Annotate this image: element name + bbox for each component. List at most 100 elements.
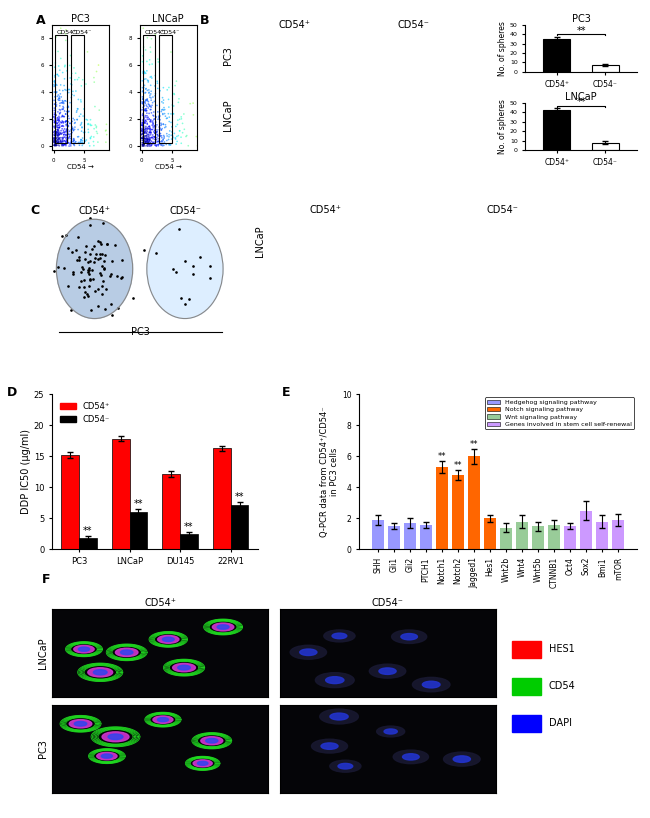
Point xyxy=(142,137,152,150)
Point xyxy=(68,85,78,98)
Point xyxy=(170,79,180,92)
Point xyxy=(53,123,63,136)
Point xyxy=(54,133,64,146)
Point xyxy=(55,79,66,92)
Point xyxy=(140,114,150,127)
Ellipse shape xyxy=(94,670,107,675)
Point xyxy=(139,133,150,146)
Point xyxy=(51,128,61,142)
Point xyxy=(176,112,187,125)
Point xyxy=(140,132,150,145)
Ellipse shape xyxy=(88,667,112,676)
Point xyxy=(64,105,74,118)
Point xyxy=(145,122,155,135)
Text: LNCaP: LNCaP xyxy=(255,225,265,257)
Point xyxy=(109,132,120,145)
Point xyxy=(64,128,74,142)
Y-axis label: No. of spheres: No. of spheres xyxy=(498,20,507,76)
Point xyxy=(142,121,152,134)
Point xyxy=(137,114,148,127)
Point xyxy=(137,125,148,138)
Ellipse shape xyxy=(379,668,396,674)
Point xyxy=(159,93,169,106)
Point xyxy=(142,139,152,152)
Bar xyxy=(231,505,248,550)
Point xyxy=(139,126,150,139)
Point xyxy=(56,90,66,103)
Point xyxy=(159,130,170,143)
Point xyxy=(144,58,155,71)
Point xyxy=(140,43,151,56)
Point xyxy=(158,118,168,131)
Ellipse shape xyxy=(402,753,419,760)
Point xyxy=(140,67,151,80)
Point xyxy=(64,59,75,72)
Point xyxy=(142,135,152,148)
Point xyxy=(74,137,85,150)
Point xyxy=(138,109,149,122)
Point xyxy=(59,137,70,151)
Point xyxy=(146,101,157,114)
Point xyxy=(136,131,147,144)
Point xyxy=(61,131,72,144)
Point xyxy=(60,128,71,142)
Point xyxy=(49,126,59,139)
Point xyxy=(49,116,60,129)
Point xyxy=(63,137,73,150)
Point xyxy=(148,120,158,133)
Point xyxy=(174,92,184,106)
Point xyxy=(56,131,66,144)
Point xyxy=(163,93,174,106)
Point xyxy=(159,118,169,131)
Point xyxy=(60,27,71,40)
Text: CD54⁻: CD54⁻ xyxy=(486,205,518,215)
Point xyxy=(144,129,154,142)
Point xyxy=(150,124,160,137)
Point xyxy=(49,139,60,152)
Point xyxy=(55,115,66,128)
Point xyxy=(137,117,148,130)
Ellipse shape xyxy=(198,762,208,766)
Point xyxy=(146,131,157,144)
Point xyxy=(156,124,166,137)
Point xyxy=(138,49,148,62)
Bar xyxy=(388,526,400,550)
Point xyxy=(52,121,62,134)
Point xyxy=(192,132,203,145)
Point xyxy=(155,137,166,151)
Point xyxy=(138,92,148,106)
Point xyxy=(52,90,62,103)
Point xyxy=(51,30,61,43)
Point xyxy=(141,115,151,128)
Point xyxy=(146,138,157,151)
Point xyxy=(67,122,77,135)
Point xyxy=(57,132,68,145)
Point xyxy=(168,100,179,113)
Point xyxy=(157,91,168,104)
Point xyxy=(52,117,62,130)
Point xyxy=(72,113,83,126)
Point xyxy=(151,133,161,146)
Point xyxy=(50,113,60,126)
Point xyxy=(92,65,102,78)
Point xyxy=(138,22,148,35)
Point xyxy=(75,133,86,146)
Point xyxy=(161,120,171,133)
Point xyxy=(177,117,188,130)
Point xyxy=(142,134,153,147)
Point xyxy=(53,127,64,140)
Point xyxy=(153,134,164,147)
Title: CD54⁻: CD54⁻ xyxy=(372,598,404,608)
Point xyxy=(60,115,71,128)
Point xyxy=(77,121,87,134)
Point xyxy=(155,129,166,142)
Point xyxy=(49,129,60,142)
Point xyxy=(179,107,189,120)
Point xyxy=(164,101,174,114)
Point xyxy=(161,112,172,125)
Point xyxy=(59,134,70,147)
Point xyxy=(64,137,75,151)
Text: CD54⁻: CD54⁻ xyxy=(160,30,181,35)
Point xyxy=(49,110,59,124)
Point xyxy=(78,137,88,151)
